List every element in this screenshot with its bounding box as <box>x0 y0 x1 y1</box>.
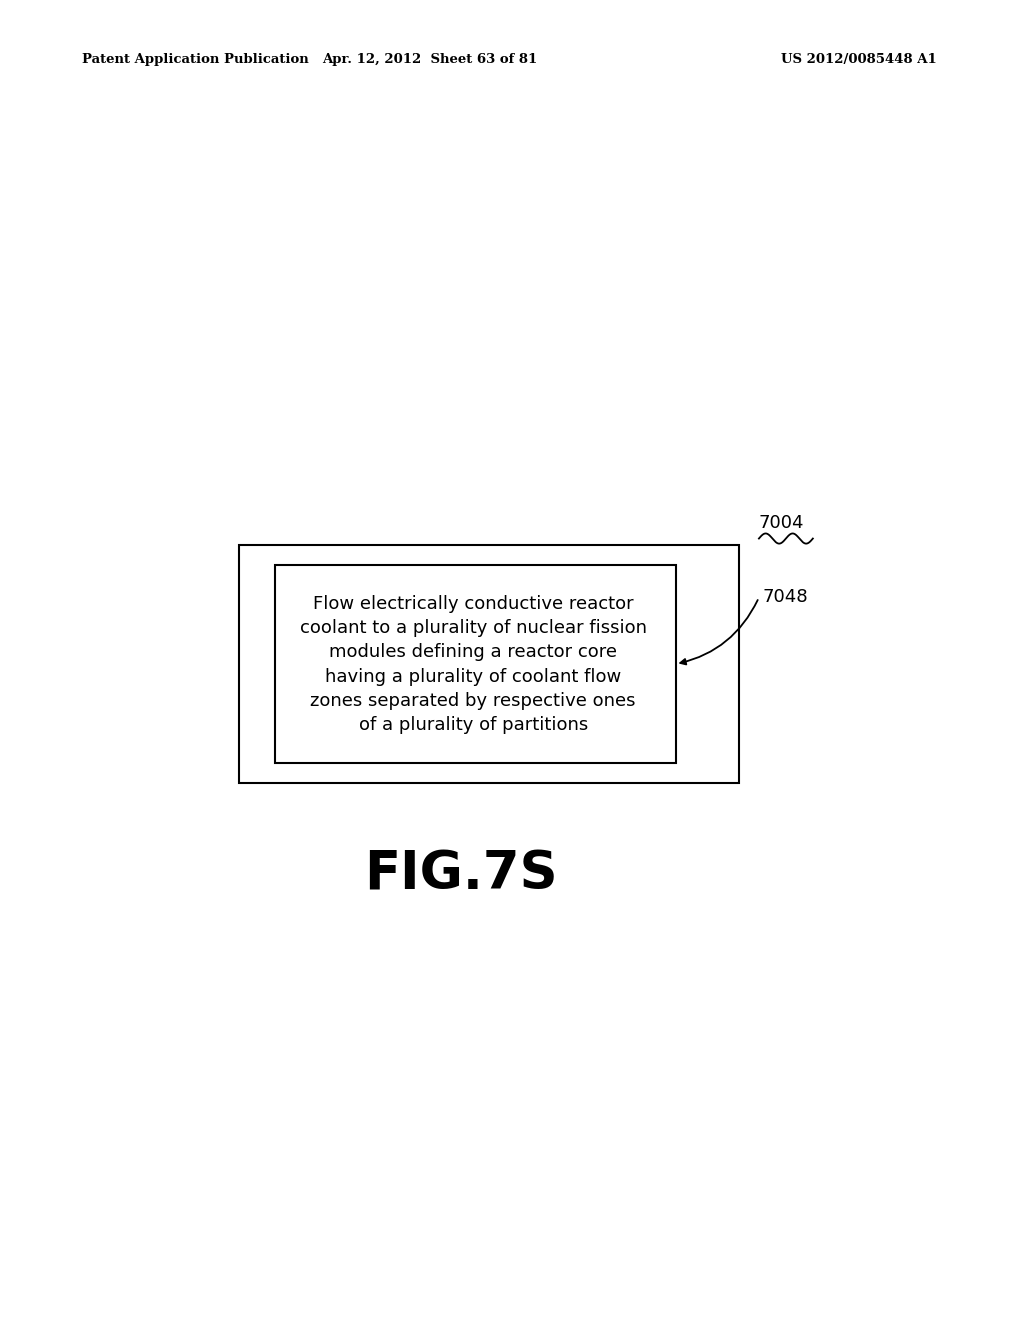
Text: Flow electrically conductive reactor
coolant to a plurality of nuclear fission
m: Flow electrically conductive reactor coo… <box>300 595 647 734</box>
Text: 7048: 7048 <box>763 589 809 606</box>
Bar <box>240 545 739 784</box>
Text: Apr. 12, 2012  Sheet 63 of 81: Apr. 12, 2012 Sheet 63 of 81 <box>323 53 538 66</box>
Text: FIG.7S: FIG.7S <box>365 849 558 902</box>
Text: 7004: 7004 <box>759 515 805 532</box>
Text: US 2012/0085448 A1: US 2012/0085448 A1 <box>781 53 937 66</box>
Bar <box>274 565 676 763</box>
Text: Patent Application Publication: Patent Application Publication <box>82 53 308 66</box>
